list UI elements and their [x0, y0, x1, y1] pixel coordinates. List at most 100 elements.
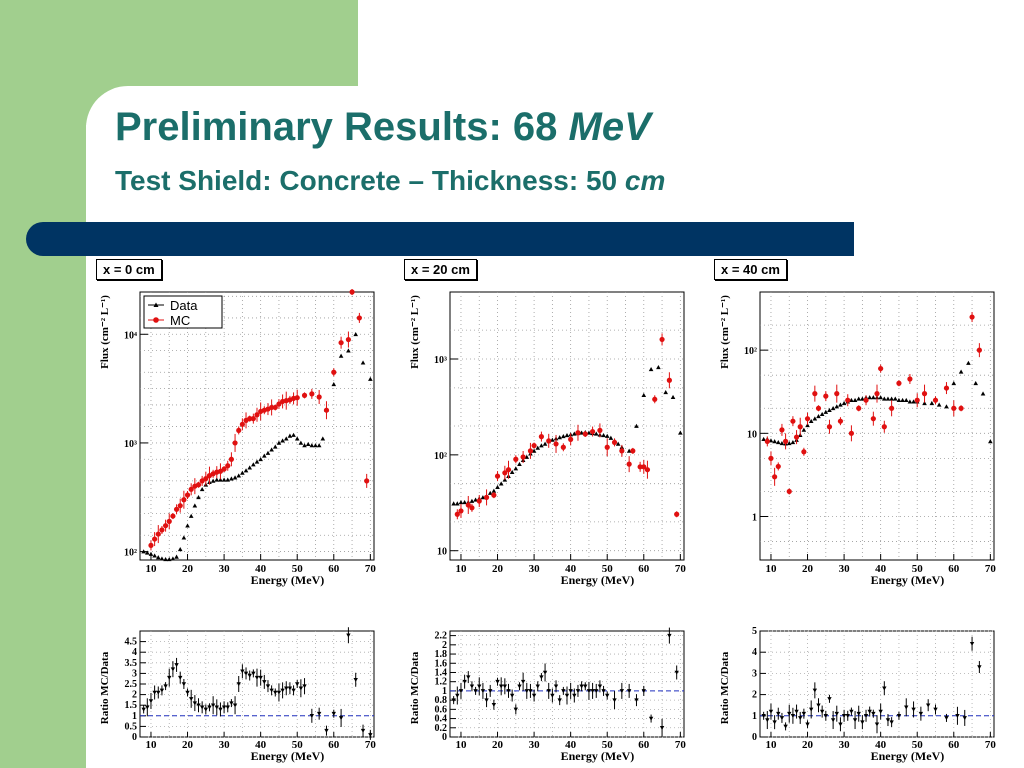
mc-point: [878, 365, 884, 372]
data-point: [980, 391, 986, 396]
x-tick-label: 60: [328, 563, 340, 575]
ratio-point: [546, 689, 551, 694]
mc-point: [520, 454, 526, 460]
ratio-point: [225, 705, 230, 710]
ratio-point: [955, 714, 960, 718]
x-tick-label: 30: [529, 563, 541, 575]
mc-point: [801, 449, 807, 455]
ratio-x-tick-label: 60: [948, 739, 960, 751]
mc-point: [546, 438, 552, 444]
ratio-point: [163, 684, 168, 689]
ratio-point: [192, 701, 198, 706]
mc-point: [152, 536, 158, 542]
x-tick-label: 60: [948, 563, 960, 575]
ratio-point: [269, 688, 274, 693]
ratio-x-tick-label: 40: [565, 739, 577, 751]
x-tick-label: 30: [219, 563, 231, 575]
data-point: [929, 400, 935, 406]
y-tick-label: 1: [752, 513, 757, 524]
ratio-point: [911, 707, 916, 712]
mc-point: [575, 430, 581, 436]
x-tick-label: 40: [875, 563, 887, 575]
y-tick-label: 10²: [124, 548, 137, 559]
mc-point: [177, 503, 183, 509]
data-point: [298, 440, 304, 445]
ratio-point: [594, 689, 599, 694]
data-point: [513, 466, 519, 471]
ratio-point: [167, 675, 172, 680]
ratio-point: [601, 689, 606, 694]
data-point: [593, 431, 599, 436]
ratio-point: [324, 728, 329, 733]
mc-point: [870, 416, 876, 422]
ratio-point: [455, 693, 460, 698]
data-point: [973, 380, 979, 386]
data-point: [958, 369, 964, 374]
ratio-point: [612, 698, 617, 703]
mc-point: [170, 513, 176, 519]
data-point: [808, 418, 814, 424]
ratio-point: [502, 684, 508, 689]
data-point: [885, 396, 891, 401]
mc-point: [483, 494, 490, 500]
mc-point: [815, 405, 822, 411]
data-point: [819, 411, 825, 416]
mc-point: [221, 466, 227, 472]
mc-point: [155, 531, 161, 537]
data-point: [988, 439, 993, 444]
ratio-x-tick-label: 10: [145, 739, 157, 751]
data-point: [900, 397, 905, 403]
ratio-point: [488, 689, 493, 694]
y-axis-label: Flux (cm⁻² L⁻¹): [719, 295, 731, 369]
ratio-point: [287, 686, 293, 691]
legend-box: [143, 295, 223, 329]
mc-point: [553, 441, 559, 447]
ratio-point: [262, 680, 267, 685]
data-point: [816, 414, 821, 419]
ratio-point: [273, 690, 278, 695]
ratio-point: [874, 722, 880, 727]
mc-point: [272, 404, 278, 411]
ratio-point: [667, 633, 672, 638]
ratio-point: [240, 669, 245, 674]
ratio-point: [251, 671, 256, 676]
data-point: [236, 473, 242, 478]
data-point: [346, 348, 351, 353]
x-tick-label: 40: [565, 563, 577, 575]
mc-point: [203, 476, 209, 482]
data-point: [458, 499, 464, 505]
data-point: [280, 438, 285, 443]
ratio-point: [221, 705, 227, 710]
mc-point: [914, 397, 920, 403]
ratio-point: [368, 733, 373, 738]
ratio-y-tick-label: 0.4: [435, 714, 448, 725]
data-point: [368, 376, 373, 381]
data-point: [801, 427, 807, 432]
data-point: [830, 405, 836, 411]
mc-point: [630, 448, 636, 454]
ratio-x-tick-label: 40: [255, 739, 267, 751]
data-point: [641, 392, 647, 397]
mc-point: [797, 424, 803, 430]
data-point: [871, 395, 876, 400]
mc-point: [907, 376, 913, 382]
ratio-point: [520, 679, 526, 684]
ratio-y-axis-label: Ratio MC/Data: [719, 651, 731, 724]
mc-point: [159, 527, 165, 533]
ratio-point: [572, 693, 577, 698]
data-point: [786, 440, 792, 446]
data-point: [229, 476, 234, 481]
data-point: [196, 494, 201, 500]
ratio-point: [798, 716, 803, 721]
ratio-point: [852, 718, 858, 723]
ratio-y-tick-label: 0: [132, 732, 137, 743]
y-tick-label: 10³: [124, 439, 137, 450]
ratio-x-tick-label: 50: [292, 739, 304, 751]
data-point: [316, 443, 322, 448]
ratio-point: [298, 686, 304, 691]
data-point: [251, 462, 256, 467]
ratio-point: [495, 679, 500, 684]
ratio-point: [156, 690, 161, 695]
ratio-point: [896, 714, 902, 718]
data-point: [495, 484, 500, 490]
